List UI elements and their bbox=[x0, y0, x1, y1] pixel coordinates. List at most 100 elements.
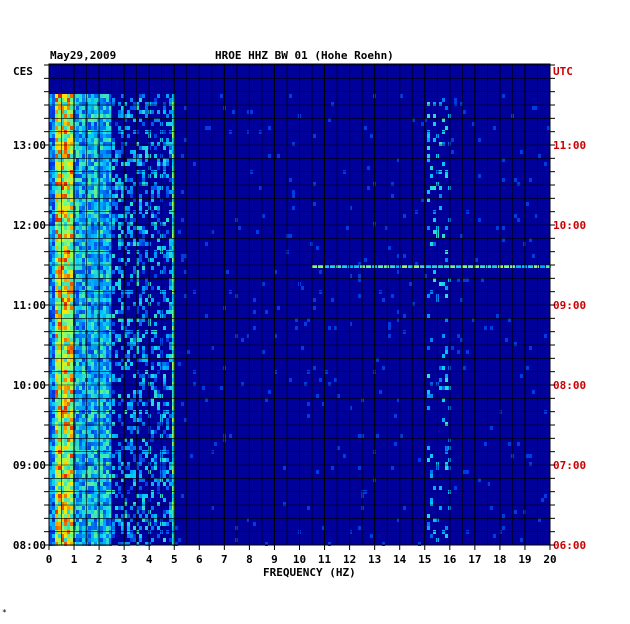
heatmap-cell bbox=[142, 290, 145, 294]
heatmap-cell bbox=[61, 382, 64, 386]
heatmap-cell bbox=[61, 538, 64, 542]
heatmap-cell bbox=[55, 202, 58, 206]
heatmap-cell bbox=[88, 154, 91, 158]
heatmap-cell bbox=[67, 138, 70, 142]
heatmap-cell bbox=[67, 238, 70, 242]
heatmap-cell bbox=[106, 310, 109, 314]
heatmap-cell bbox=[205, 242, 208, 246]
heatmap-cell bbox=[67, 486, 70, 490]
heatmap-cell bbox=[112, 138, 115, 142]
heatmap-cell bbox=[49, 226, 52, 230]
heatmap-cell bbox=[109, 526, 112, 530]
heatmap-cell bbox=[121, 114, 124, 118]
heatmap-cell bbox=[163, 430, 166, 434]
heatmap-cell bbox=[49, 290, 52, 294]
heatmap-cell bbox=[67, 174, 70, 178]
heatmap-cell bbox=[67, 426, 70, 430]
heatmap-cell bbox=[82, 270, 85, 274]
heatmap-cell bbox=[142, 354, 145, 358]
heatmap-cell bbox=[76, 258, 79, 262]
heatmap-cell bbox=[88, 354, 91, 358]
heatmap-cell bbox=[94, 498, 97, 502]
heatmap-cell bbox=[100, 534, 103, 538]
heatmap-cell bbox=[427, 154, 430, 158]
heatmap-cell bbox=[55, 130, 58, 134]
heatmap-cell bbox=[55, 362, 58, 366]
heatmap-cell bbox=[70, 454, 73, 458]
heatmap-cell bbox=[64, 362, 67, 366]
x-tick-label: 15 bbox=[418, 553, 431, 566]
heatmap-cell bbox=[424, 118, 427, 122]
heatmap-cell bbox=[82, 366, 85, 370]
heatmap-cell bbox=[169, 130, 172, 134]
heatmap-cell bbox=[109, 334, 112, 338]
heatmap-cell bbox=[79, 274, 82, 278]
heatmap-cell bbox=[109, 446, 112, 450]
heatmap-cell bbox=[136, 338, 139, 342]
heatmap-cell bbox=[532, 390, 535, 394]
heatmap-cell bbox=[127, 354, 130, 358]
heatmap-cell bbox=[100, 442, 103, 446]
heatmap-cell bbox=[82, 438, 85, 442]
heatmap-cell bbox=[94, 398, 97, 402]
heatmap-cell bbox=[82, 182, 85, 186]
heatmap-cell bbox=[61, 470, 64, 474]
heatmap-cell bbox=[169, 250, 172, 254]
heatmap-cell bbox=[49, 378, 52, 382]
heatmap-cell bbox=[91, 390, 94, 394]
heatmap-cell bbox=[166, 450, 169, 454]
heatmap-cell bbox=[106, 198, 109, 202]
heatmap-cell bbox=[124, 474, 127, 478]
heatmap-cell bbox=[61, 242, 64, 246]
heatmap-cell bbox=[127, 250, 130, 254]
heatmap-cell bbox=[313, 202, 316, 206]
heatmap-cell bbox=[106, 302, 109, 306]
heatmap-cell bbox=[61, 370, 64, 374]
heatmap-cell bbox=[172, 366, 175, 370]
heatmap-cell bbox=[445, 126, 448, 130]
heatmap-cell bbox=[145, 454, 148, 458]
heatmap-cell bbox=[118, 490, 121, 494]
heatmap-cell bbox=[61, 266, 64, 270]
heatmap-cell bbox=[58, 422, 61, 426]
heatmap-cell bbox=[100, 178, 103, 182]
heatmap-cell bbox=[97, 386, 100, 390]
heatmap-cell bbox=[133, 470, 136, 474]
heatmap-cell bbox=[58, 162, 61, 166]
heatmap-cell bbox=[139, 202, 142, 206]
heatmap-cell bbox=[88, 286, 91, 290]
heatmap-cell bbox=[130, 274, 133, 278]
heatmap-cell bbox=[154, 226, 157, 230]
heatmap-cell bbox=[100, 150, 103, 154]
heatmap-cell bbox=[79, 254, 82, 258]
heatmap-cell bbox=[151, 234, 154, 238]
heatmap-cell bbox=[64, 174, 67, 178]
heatmap-cell bbox=[82, 462, 85, 466]
heatmap-cell bbox=[118, 270, 121, 274]
heatmap-cell bbox=[64, 502, 67, 506]
heatmap-cell bbox=[88, 218, 91, 222]
heatmap-cell bbox=[55, 238, 58, 242]
heatmap-cell bbox=[67, 322, 70, 326]
heatmap-cell bbox=[106, 438, 109, 442]
heatmap-cell bbox=[109, 150, 112, 154]
heatmap-cell bbox=[91, 378, 94, 382]
heatmap-cell bbox=[55, 218, 58, 222]
heatmap-cell bbox=[64, 138, 67, 142]
heatmap-cell bbox=[64, 390, 67, 394]
heatmap-cell bbox=[91, 318, 94, 322]
heatmap-cell bbox=[154, 98, 157, 102]
heatmap-cell bbox=[130, 194, 133, 198]
heatmap-cell bbox=[118, 486, 121, 490]
heatmap-cell bbox=[109, 198, 112, 202]
heatmap-cell bbox=[415, 262, 418, 266]
heatmap-cell bbox=[91, 106, 94, 110]
heatmap-cell bbox=[64, 246, 67, 250]
heatmap-cell bbox=[106, 286, 109, 290]
heatmap-cell bbox=[91, 434, 94, 438]
heatmap-cell bbox=[106, 194, 109, 198]
heatmap-cell bbox=[172, 146, 175, 150]
heatmap-cell bbox=[166, 162, 169, 166]
heatmap-cell bbox=[124, 514, 127, 518]
left-time-label: 13:00 bbox=[13, 139, 46, 152]
